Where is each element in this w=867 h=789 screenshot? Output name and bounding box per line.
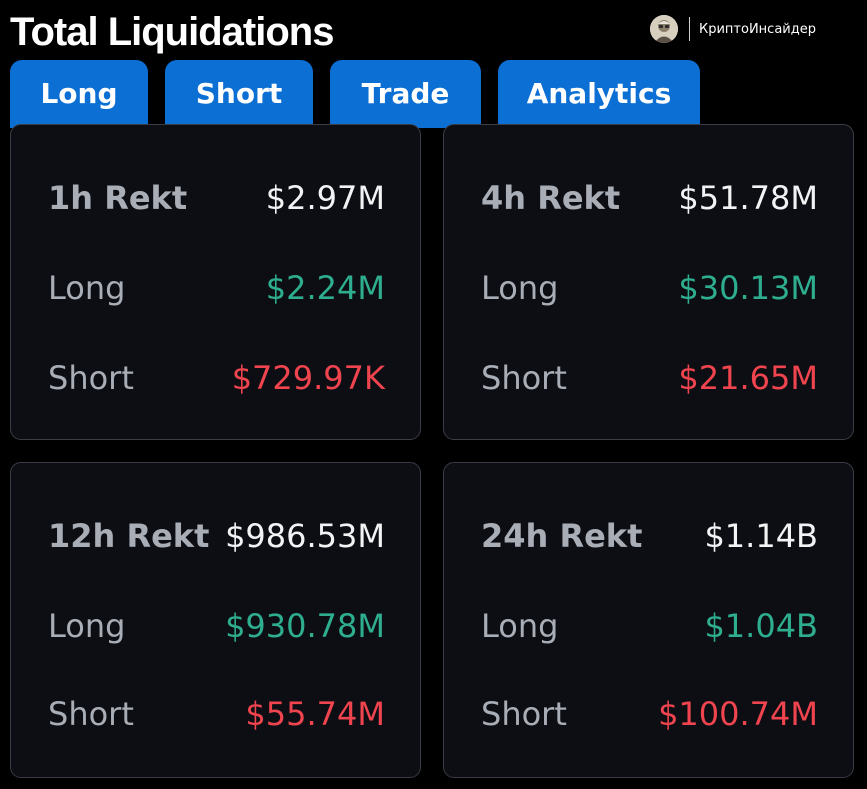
period-label: 1h Rekt <box>48 179 188 217</box>
short-value: $729.97K <box>231 359 385 397</box>
long-label: Long <box>481 269 559 307</box>
long-label: Long <box>48 607 126 645</box>
long-label: Long <box>481 607 559 645</box>
short-value: $21.65M <box>678 359 818 397</box>
short-label: Short <box>481 359 567 397</box>
short-label: Short <box>481 695 567 733</box>
tab-trade[interactable]: Trade <box>330 60 481 128</box>
total-value: $2.97M <box>265 179 385 217</box>
card-1h: 1h Rekt $2.97M Long $2.24M Short $729.97… <box>10 124 421 440</box>
card-4h: 4h Rekt $51.78M Long $30.13M Short $21.6… <box>443 124 854 440</box>
brand-divider <box>689 17 690 41</box>
avatar-icon <box>650 15 678 43</box>
brand-badge: КриптоИнсайдер <box>650 14 816 44</box>
period-label: 24h Rekt <box>481 517 643 555</box>
long-value: $1.04B <box>704 607 818 645</box>
brand-name: КриптоИнсайдер <box>699 21 816 37</box>
short-value: $100.74M <box>658 695 818 733</box>
tab-short[interactable]: Short <box>165 60 313 128</box>
long-value: $30.13M <box>678 269 818 307</box>
period-label: 12h Rekt <box>48 517 210 555</box>
short-label: Short <box>48 359 134 397</box>
tab-analytics[interactable]: Analytics <box>498 60 700 128</box>
short-label: Short <box>48 695 134 733</box>
page-title: Total Liquidations <box>10 10 334 54</box>
short-value: $55.74M <box>245 695 385 733</box>
total-value: $986.53M <box>225 517 385 555</box>
total-value: $51.78M <box>678 179 818 217</box>
period-label: 4h Rekt <box>481 179 621 217</box>
card-24h: 24h Rekt $1.14B Long $1.04B Short $100.7… <box>443 462 854 778</box>
total-value: $1.14B <box>704 517 818 555</box>
card-12h: 12h Rekt $986.53M Long $930.78M Short $5… <box>10 462 421 778</box>
long-label: Long <box>48 269 126 307</box>
tab-long[interactable]: Long <box>10 60 148 128</box>
long-value: $2.24M <box>265 269 385 307</box>
long-value: $930.78M <box>225 607 385 645</box>
